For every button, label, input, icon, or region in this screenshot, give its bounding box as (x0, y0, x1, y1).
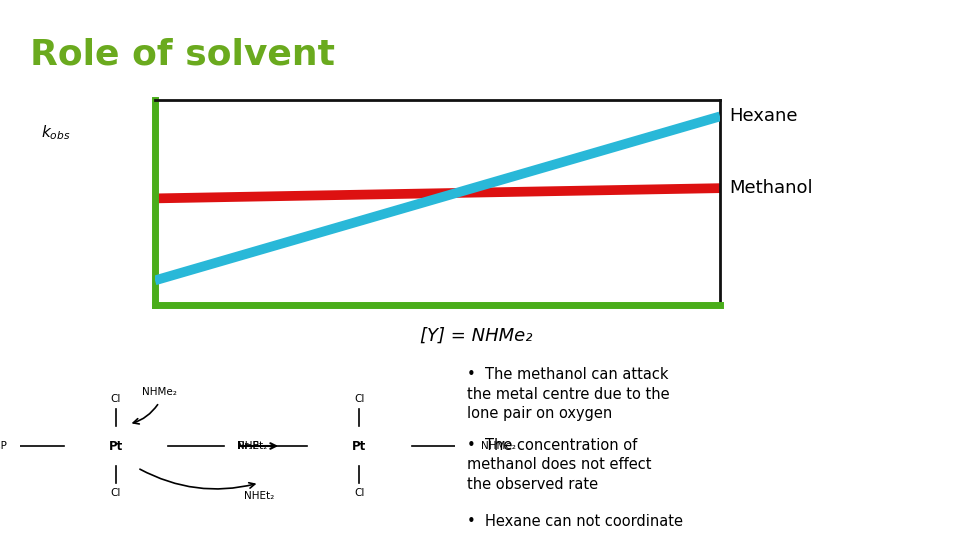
Text: Methanol: Methanol (730, 179, 813, 197)
Text: •  The methanol can attack
the metal centre due to the
lone pair on oxygen: • The methanol can attack the metal cent… (468, 367, 670, 421)
Text: Pt: Pt (352, 440, 367, 453)
Text: •  The concentration of
methanol does not effect
the observed rate: • The concentration of methanol does not… (468, 437, 652, 492)
Text: NHMe₂: NHMe₂ (481, 441, 516, 451)
Text: Cl: Cl (354, 394, 365, 404)
Text: NHEt₂: NHEt₂ (237, 441, 268, 451)
Text: Substitution Reactions of Square
Planar Complexes: Substitution Reactions of Square Planar … (892, 146, 929, 394)
Text: Pr₃P: Pr₃P (238, 441, 259, 451)
Text: Role of solvent: Role of solvent (30, 38, 335, 72)
Polygon shape (749, 0, 833, 540)
Text: NHEt₂: NHEt₂ (244, 491, 275, 502)
Text: Hexane: Hexane (730, 107, 798, 125)
Text: Cl: Cl (110, 394, 121, 404)
Text: Pr₃P: Pr₃P (0, 441, 7, 451)
Text: $k_{obs}$: $k_{obs}$ (41, 123, 71, 141)
Text: •  Hexane can not coordinate: • Hexane can not coordinate (468, 514, 684, 529)
Text: Cl: Cl (110, 488, 121, 498)
Text: Cl: Cl (354, 488, 365, 498)
Text: [Y] = NHMe₂: [Y] = NHMe₂ (420, 327, 532, 345)
Text: Pt: Pt (108, 440, 123, 453)
Text: NHMe₂: NHMe₂ (142, 387, 177, 397)
